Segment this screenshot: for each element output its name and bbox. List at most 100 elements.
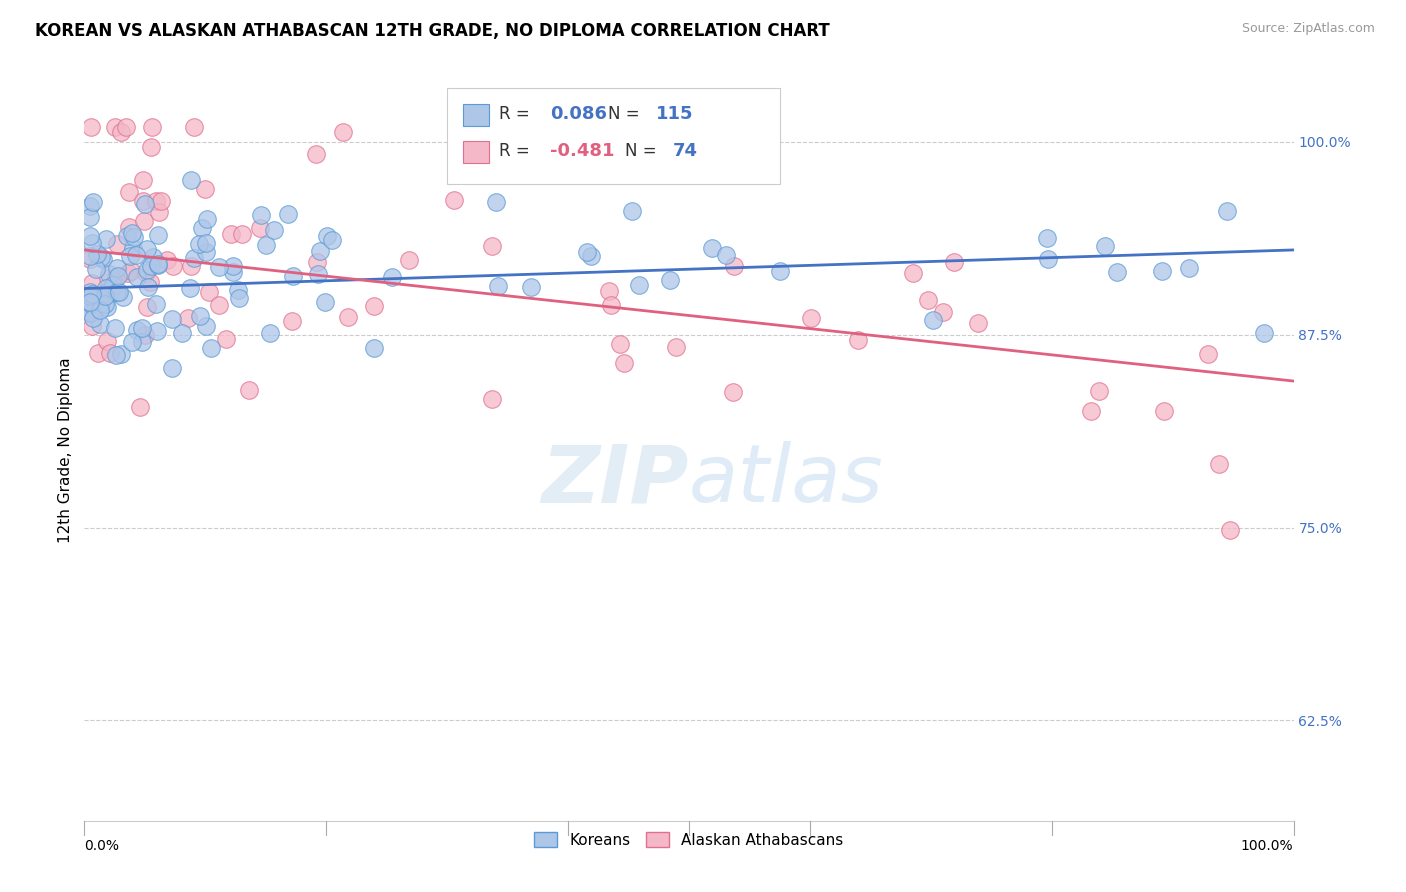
Point	[79, 305, 101, 319]
Point	[193, 182, 215, 196]
Point	[150, 194, 173, 208]
Point	[87, 345, 110, 359]
FancyBboxPatch shape	[463, 104, 489, 126]
Point	[79, 229, 101, 244]
Point	[80, 319, 103, 334]
Point	[131, 334, 153, 349]
Point	[155, 252, 177, 267]
Point	[197, 285, 219, 300]
Point	[183, 251, 205, 265]
Point	[191, 220, 214, 235]
Point	[665, 340, 688, 354]
Point	[135, 242, 157, 256]
Point	[621, 203, 644, 218]
Point	[146, 227, 169, 242]
Point	[221, 259, 243, 273]
Text: -0.481: -0.481	[550, 142, 614, 160]
Text: 0.086: 0.086	[550, 104, 607, 122]
Point	[98, 286, 121, 301]
Point	[316, 229, 339, 244]
Point	[97, 271, 120, 285]
Point	[443, 194, 465, 208]
FancyBboxPatch shape	[463, 141, 489, 163]
Point	[226, 283, 249, 297]
Point	[125, 323, 148, 337]
Point	[249, 220, 271, 235]
Point	[579, 249, 602, 263]
Point	[259, 326, 281, 341]
Point	[179, 281, 201, 295]
Y-axis label: 12th Grade, No Diploma: 12th Grade, No Diploma	[58, 358, 73, 543]
Point	[105, 285, 128, 299]
Point	[127, 269, 149, 284]
Point	[628, 277, 651, 292]
Point	[136, 300, 159, 314]
Point	[309, 244, 332, 258]
Point	[931, 305, 953, 319]
Point	[139, 259, 162, 273]
Point	[122, 230, 145, 244]
Text: 100.0%: 100.0%	[1241, 839, 1294, 853]
Point	[121, 334, 143, 349]
Point	[79, 304, 101, 318]
Point	[197, 211, 219, 226]
Point	[1208, 458, 1230, 472]
Text: N =: N =	[607, 104, 640, 122]
Point	[281, 269, 304, 284]
Point	[800, 310, 823, 325]
Point	[98, 285, 121, 300]
Point	[721, 384, 744, 399]
Point	[86, 289, 108, 303]
Point	[145, 194, 167, 208]
Point	[97, 284, 120, 298]
Point	[94, 297, 117, 311]
Point	[207, 297, 229, 311]
Point	[121, 227, 143, 241]
Point	[120, 264, 142, 278]
Point	[96, 301, 118, 315]
Point	[398, 252, 420, 267]
Point	[134, 197, 156, 211]
Point	[321, 233, 343, 247]
Text: R =: R =	[499, 142, 530, 160]
Point	[162, 259, 184, 273]
Point	[89, 289, 111, 303]
Point	[363, 299, 385, 313]
Point	[609, 337, 631, 351]
Text: 115: 115	[657, 104, 693, 122]
Point	[79, 285, 101, 300]
Point	[238, 383, 260, 397]
Point	[91, 252, 114, 266]
Point	[1153, 404, 1175, 418]
FancyBboxPatch shape	[447, 87, 780, 184]
Point	[79, 199, 101, 213]
Point	[105, 237, 128, 252]
Point	[846, 333, 869, 347]
Point	[94, 281, 117, 295]
Point	[170, 326, 193, 341]
Point	[80, 277, 103, 291]
Point	[228, 291, 250, 305]
Point	[125, 248, 148, 262]
Point	[132, 214, 155, 228]
Text: Source: ZipAtlas.com: Source: ZipAtlas.com	[1241, 22, 1375, 36]
Point	[363, 341, 385, 355]
Point	[307, 267, 329, 281]
Point	[250, 208, 273, 222]
Point	[1088, 384, 1111, 398]
Point	[148, 204, 170, 219]
Point	[89, 317, 111, 331]
Point	[141, 120, 163, 135]
Point	[222, 265, 245, 279]
Point	[82, 310, 104, 325]
Point	[281, 314, 304, 328]
Point	[1036, 231, 1059, 245]
Point	[598, 285, 620, 299]
Point	[115, 120, 138, 134]
Point	[183, 120, 205, 134]
Point	[314, 294, 336, 309]
Point	[98, 346, 121, 360]
Point	[134, 327, 156, 342]
Point	[208, 260, 231, 274]
Point	[901, 267, 924, 281]
